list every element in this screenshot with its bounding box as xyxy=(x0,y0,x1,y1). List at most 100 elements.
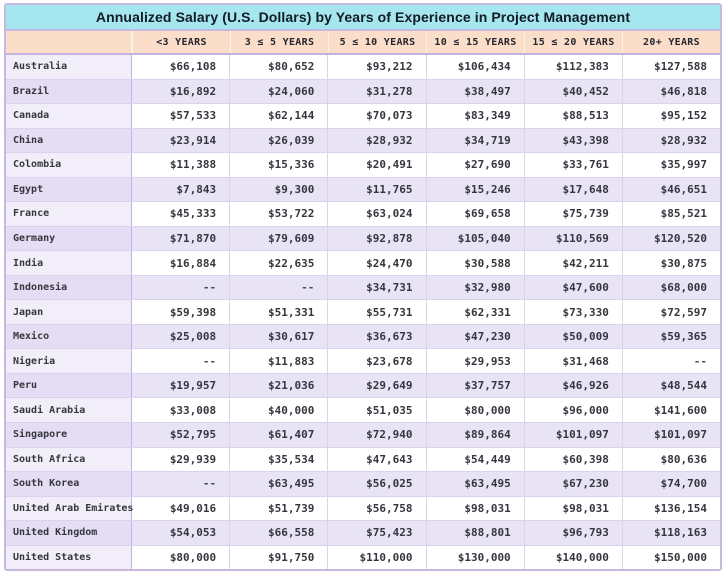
value-cell: $59,398 xyxy=(169,305,217,319)
value-cell: $95,152 xyxy=(621,104,720,128)
country-cell: Indonesia xyxy=(6,275,132,300)
country-cell: South Korea xyxy=(6,472,132,496)
value-cell: $50,009 xyxy=(523,324,622,349)
value-cell: $51,331 xyxy=(229,300,327,324)
value-cell: $28,932 xyxy=(621,128,720,153)
value-cell: $15,336 xyxy=(229,153,327,177)
value-cell: $32,980 xyxy=(425,275,524,300)
value-cell: $45,333 xyxy=(169,207,217,221)
value-cell: $96,793 xyxy=(523,521,622,545)
table-row: Peru $19,957 $21,036 $29,649 $37,757 $46,926 $… xyxy=(6,372,720,398)
value-cell: $106,434 xyxy=(425,55,524,79)
value-cell: $29,939 xyxy=(169,452,217,466)
table-row: Colombia $11,388 $15,336 $20,491 $27,690 $33,… xyxy=(6,152,720,177)
value-cell: $19,957 xyxy=(169,379,217,393)
value-cell: $15,246 xyxy=(425,177,524,202)
value-cell: -- xyxy=(202,477,217,491)
value-cell: $47,643 xyxy=(327,447,425,472)
value-cell: $136,154 xyxy=(621,496,720,521)
value-cell: $46,926 xyxy=(523,373,622,398)
value-cell: $101,097 xyxy=(523,422,622,447)
value-cell: $51,739 xyxy=(229,496,327,521)
value-cell: $35,997 xyxy=(621,153,720,177)
value-cell: $47,600 xyxy=(523,275,622,300)
country-cell: India xyxy=(6,251,132,275)
value-cell: $31,278 xyxy=(327,79,425,104)
table-row: China $23,914 $26,039 $28,932 $34,719 $43,398… xyxy=(6,127,720,153)
value-cell: $140,000 xyxy=(523,545,622,570)
value-cell: $112,383 xyxy=(523,55,622,79)
value-cell: $110,569 xyxy=(523,226,622,251)
value-cell: $66,108 xyxy=(169,60,217,74)
country-cell: Brazil xyxy=(6,79,132,104)
value-cell: $66,558 xyxy=(229,521,327,545)
table-row: United States $80,000 $91,750 $110,000 $130,… xyxy=(6,544,720,570)
value-cell: $91,750 xyxy=(229,545,327,570)
value-cell: $120,520 xyxy=(621,226,720,251)
value-cell: $85,521 xyxy=(621,202,720,226)
value-cell: $96,000 xyxy=(523,398,622,422)
value-cell: $98,031 xyxy=(425,496,524,521)
table-row: Canada $57,533 $62,144 $70,073 $83,349 $88,51… xyxy=(6,103,720,128)
value-cell: $46,651 xyxy=(621,177,720,202)
country-cell: Canada xyxy=(6,104,132,128)
value-cell: $23,914 xyxy=(169,133,217,147)
value-cell: $29,953 xyxy=(425,349,524,373)
value-cell: $24,470 xyxy=(327,251,425,275)
value-cell: $16,884 xyxy=(169,256,217,270)
value-cell: $52,795 xyxy=(169,428,217,442)
value-cell: $54,053 xyxy=(169,526,217,540)
table-row: France $45,333 $53,722 $63,024 $69,658 $75,73… xyxy=(6,201,720,226)
country-cell: Germany xyxy=(6,226,132,251)
value-cell: $37,757 xyxy=(425,373,524,398)
table-row: United Arab Emirates $49,016 $51,739 $56,75… xyxy=(6,495,720,521)
table-row: Australia $66,108 $80,652 $93,212 $106,434 $1… xyxy=(6,55,720,79)
value-cell: $93,212 xyxy=(327,55,425,79)
table-row: Nigeria -- $11,883 $23,678 $29,953 $31,468 -- xyxy=(6,348,720,373)
value-cell: $88,513 xyxy=(523,104,622,128)
value-cell: $22,635 xyxy=(229,251,327,275)
column-header: 3 ≤ 5 YEARS xyxy=(230,31,328,53)
value-cell: $30,875 xyxy=(621,251,720,275)
value-cell: $67,230 xyxy=(523,472,622,496)
value-cell: $56,758 xyxy=(327,496,425,521)
value-cell: $70,073 xyxy=(327,104,425,128)
value-cell: $63,495 xyxy=(425,472,524,496)
table-row: United Kingdom $54,053 $66,558 $75,423 $88,8… xyxy=(6,520,720,545)
table-body: Australia $66,108 $80,652 $93,212 $106,434 $1… xyxy=(6,55,720,570)
value-cell: $92,878 xyxy=(327,226,425,251)
column-header: <3 YEARS xyxy=(132,31,230,53)
column-header: 5 ≤ 10 YEARS xyxy=(328,31,426,53)
country-cell: Japan xyxy=(6,300,132,324)
country-cell: Egypt xyxy=(6,177,132,202)
value-cell: $53,722 xyxy=(229,202,327,226)
value-cell: $80,652 xyxy=(229,55,327,79)
table-row: Brazil $16,892 $24,060 $31,278 $38,497 $40,45… xyxy=(6,78,720,104)
value-cell: $16,892 xyxy=(169,84,217,98)
value-cell: $20,491 xyxy=(327,153,425,177)
value-cell: $33,008 xyxy=(169,403,217,417)
value-cell: $21,036 xyxy=(229,373,327,398)
value-cell: $51,035 xyxy=(327,398,425,422)
value-cell: $60,398 xyxy=(523,447,622,472)
value-cell: $33,761 xyxy=(523,153,622,177)
value-cell: $72,940 xyxy=(327,422,425,447)
header-row: <3 YEARS 3 ≤ 5 YEARS 5 ≤ 10 YEARS 10 ≤ 15 Y… xyxy=(6,31,720,55)
column-header: 10 ≤ 15 YEARS xyxy=(426,31,524,53)
value-cell: $11,765 xyxy=(327,177,425,202)
value-cell: $7,843 xyxy=(176,182,217,196)
value-cell: $68,000 xyxy=(621,275,720,300)
value-cell: $54,449 xyxy=(425,447,524,472)
value-cell: $48,544 xyxy=(621,373,720,398)
country-cell: South Africa xyxy=(6,447,132,472)
value-cell: $59,365 xyxy=(621,324,720,349)
value-cell: $62,144 xyxy=(229,104,327,128)
value-cell: $88,801 xyxy=(425,521,524,545)
value-cell: $29,649 xyxy=(327,373,425,398)
value-cell: $55,731 xyxy=(327,300,425,324)
value-cell: $27,690 xyxy=(425,153,524,177)
country-cell: Australia xyxy=(6,55,132,79)
corner-cell xyxy=(6,31,132,53)
value-cell: $56,025 xyxy=(327,472,425,496)
value-cell: $46,818 xyxy=(621,79,720,104)
